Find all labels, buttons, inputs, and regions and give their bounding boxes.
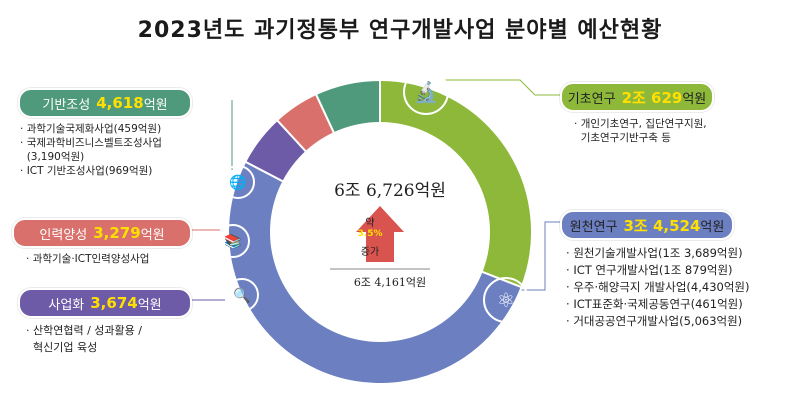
source-amount: 3조 4,524 <box>623 216 701 235</box>
atom-icon <box>483 277 529 323</box>
list-item: · 산학연협력 / 성과활용 / <box>26 324 142 337</box>
list-item: · 우주·해양극지 개발사업(4,430억원) <box>566 280 750 294</box>
talent-unit: 억원 <box>140 227 165 243</box>
globe-icon-glyph: 🌐 <box>229 174 246 191</box>
label-basic: 기초연구 2조 629 억원 <box>560 82 714 112</box>
document-search-icon-glyph: 🔍 <box>233 286 250 304</box>
microscope-icon-glyph: 🔬 <box>414 80 439 104</box>
connector-source <box>500 221 560 291</box>
label-infra: 기반조성 4,618 억원 <box>18 88 192 118</box>
source-items: · 원천기술개발사업(1조 3,689억원) · ICT 연구개발사업(1조 8… <box>566 245 749 330</box>
books-icon <box>216 224 250 258</box>
list-item: · 거대공공연구개발사업(5,063억원) <box>566 314 743 328</box>
list-item: 기초연구기반구축 등 <box>580 132 671 144</box>
previous-total: 6조 4,161억원 <box>353 276 427 289</box>
total-budget: 6조 6,726억원 <box>334 181 446 201</box>
commercial-name: 사업화 <box>48 297 85 313</box>
commercial-amount: 3,674 <box>90 294 138 312</box>
list-item: · ICT 연구개발사업(1조 879억원) <box>566 263 733 277</box>
infra-items: · 과학기술국제화사업(459억원) · 국제과학비즈니스벨트조성사업 (3,1… <box>20 122 162 178</box>
list-item: · 원천기술개발사업(1조 3,689억원) <box>566 246 743 260</box>
infra-name: 기반조성 <box>42 97 91 113</box>
list-item: · ICT 기반조성사업(969억원) <box>20 165 153 177</box>
commercial-unit: 억원 <box>137 297 162 313</box>
list-item: · 과학기술·ICT인력양성사업 <box>26 253 150 265</box>
books-icon-glyph: 📚 <box>224 233 241 250</box>
list-item: (3,190억원) <box>26 151 85 163</box>
infra-unit: 억원 <box>143 97 168 113</box>
source-unit: 억원 <box>700 219 725 235</box>
increase-percent: 3.5% <box>357 229 383 239</box>
globe-icon <box>221 165 255 199</box>
chart-title: 2023년도 과기정통부 연구개발사업 분야별 예산현황 <box>137 18 663 43</box>
increase-label-bottom: 증가 <box>360 247 380 258</box>
basic-items: · 개인기초연구, 집단연구지원, 기초연구기반구축 등 <box>574 117 707 145</box>
connector-basic <box>445 79 560 96</box>
infra-amount: 4,618 <box>96 94 144 112</box>
label-talent: 인력양성 3,279 억원 <box>12 218 192 248</box>
talent-items: · 과학기술·ICT인력양성사업 <box>26 252 149 266</box>
talent-amount: 3,279 <box>93 224 141 242</box>
basic-name: 기초연구 <box>567 91 616 107</box>
commercial-items: · 산학연협력 / 성과활용 / 혁신기업 육성 <box>26 322 142 356</box>
basic-unit: 억원 <box>682 91 707 107</box>
document-search-icon <box>225 278 259 312</box>
list-item: · 국제과학비즈니스벨트조성사업 <box>20 137 162 149</box>
list-item: · 개인기초연구, 집단연구지원, <box>574 118 707 130</box>
microscope-icon <box>403 69 449 115</box>
list-item: · ICT표준화·국제공동연구(461억원) <box>566 297 743 311</box>
list-item: 혁신기업 육성 <box>33 341 98 354</box>
increase-arrow <box>356 206 404 262</box>
talent-name: 인력양성 <box>39 227 88 243</box>
list-item: · 과학기술국제화사업(459억원) <box>20 123 162 135</box>
source-name: 원천연구 <box>569 219 618 235</box>
atom-icon-glyph: ⚛ <box>497 288 515 312</box>
basic-amount: 2조 629 <box>621 88 683 107</box>
increase-label-top: 약 <box>365 218 375 229</box>
label-commercial: 사업화 3,674 억원 <box>18 288 192 318</box>
label-source: 원천연구 3조 4,524 억원 <box>560 210 734 240</box>
